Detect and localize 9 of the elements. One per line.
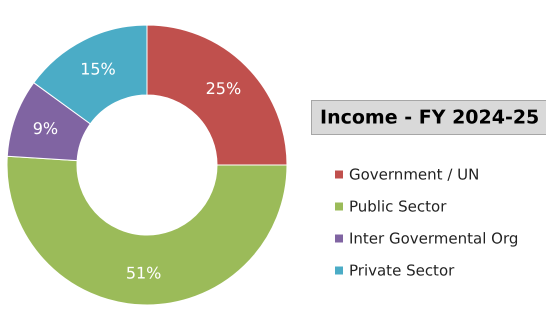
data-label: 15% [80,59,116,78]
text: Income - FY 2024-25 [320,106,540,128]
data-label: 25% [206,79,242,98]
legend-label: Private Sector [349,262,456,280]
legend-label: Public Sector [349,198,448,216]
legend-label: Inter Govermental Org [349,230,518,248]
data-label: 9% [32,118,58,138]
legend-label: Government / UN [349,166,480,184]
data-label: 51% [126,263,162,282]
